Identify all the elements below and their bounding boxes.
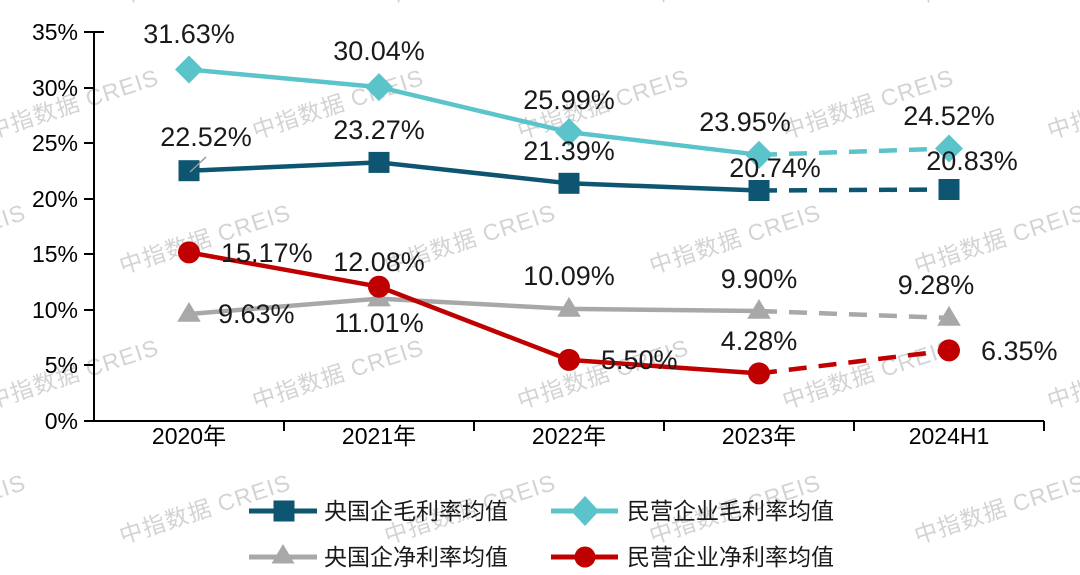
svg-text:2020年: 2020年 — [152, 423, 226, 449]
svg-text:民营企业净利率均值: 民营企业净利率均值 — [627, 544, 834, 570]
svg-text:30.04%: 30.04% — [333, 36, 425, 66]
svg-text:15%: 15% — [32, 241, 78, 267]
svg-text:央国企净利率均值: 央国企净利率均值 — [324, 544, 508, 570]
svg-text:5.50%: 5.50% — [601, 345, 678, 375]
svg-text:20.74%: 20.74% — [729, 153, 821, 183]
svg-text:2023年: 2023年 — [722, 423, 796, 449]
svg-text:31.63%: 31.63% — [143, 19, 235, 49]
svg-text:10.09%: 10.09% — [523, 261, 615, 291]
svg-text:12.08%: 12.08% — [333, 247, 425, 277]
svg-text:25.99%: 25.99% — [523, 85, 615, 115]
svg-text:5%: 5% — [45, 352, 78, 378]
svg-text:30%: 30% — [32, 75, 78, 101]
svg-text:23.95%: 23.95% — [699, 107, 791, 137]
svg-text:9.28%: 9.28% — [898, 270, 975, 300]
svg-text:10%: 10% — [32, 297, 78, 323]
svg-text:4.28%: 4.28% — [721, 326, 798, 356]
svg-text:24.52%: 24.52% — [903, 101, 995, 131]
svg-text:21.39%: 21.39% — [523, 136, 615, 166]
svg-text:2024H1: 2024H1 — [909, 423, 990, 449]
svg-text:23.27%: 23.27% — [333, 115, 425, 145]
svg-text:35%: 35% — [32, 19, 78, 45]
svg-text:15.17%: 15.17% — [221, 238, 313, 268]
svg-text:20.83%: 20.83% — [926, 146, 1018, 176]
svg-text:0%: 0% — [45, 408, 78, 434]
svg-text:6.35%: 6.35% — [981, 336, 1058, 366]
svg-text:22.52%: 22.52% — [160, 122, 252, 152]
svg-text:25%: 25% — [32, 130, 78, 156]
svg-text:20%: 20% — [32, 186, 78, 212]
svg-text:民营企业毛利率均值: 民营企业毛利率均值 — [627, 498, 834, 524]
svg-text:2021年: 2021年 — [342, 423, 416, 449]
svg-text:央国企毛利率均值: 央国企毛利率均值 — [324, 498, 508, 524]
svg-text:9.63%: 9.63% — [218, 299, 295, 329]
svg-text:9.90%: 9.90% — [721, 264, 798, 294]
svg-text:2022年: 2022年 — [532, 423, 606, 449]
svg-text:11.01%: 11.01% — [334, 308, 424, 338]
